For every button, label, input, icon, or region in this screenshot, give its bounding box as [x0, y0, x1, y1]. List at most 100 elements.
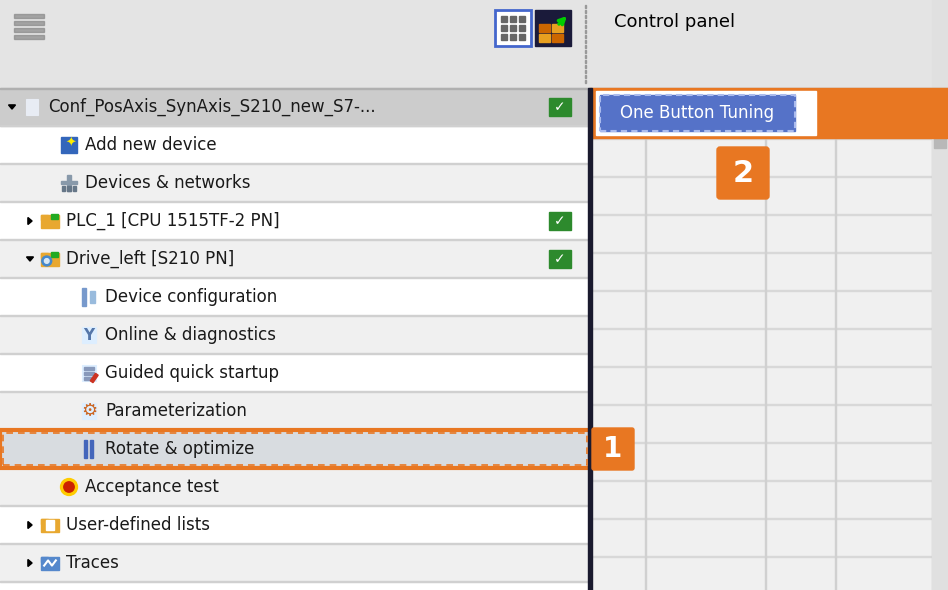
Text: Devices & networks: Devices & networks — [85, 174, 250, 192]
Bar — [41, 253, 48, 258]
Polygon shape — [9, 105, 15, 109]
Bar — [14, 14, 44, 18]
Bar — [585, 30, 587, 33]
Bar — [590, 556, 948, 557]
Text: Add new device: Add new device — [85, 136, 217, 154]
Bar — [0, 391, 590, 392]
Text: One Button Tuning: One Button Tuning — [620, 104, 775, 122]
Bar — [590, 88, 948, 138]
Bar — [0, 354, 590, 392]
Bar — [0, 353, 590, 354]
FancyBboxPatch shape — [717, 147, 769, 199]
Bar — [41, 557, 48, 562]
Text: Y: Y — [83, 328, 95, 343]
Bar — [590, 518, 948, 519]
Circle shape — [42, 256, 52, 266]
Text: Acceptance test: Acceptance test — [85, 478, 219, 496]
Text: ⚙: ⚙ — [81, 402, 97, 420]
Bar — [82, 365, 96, 382]
Text: ✦: ✦ — [65, 136, 76, 149]
Bar — [510, 25, 516, 31]
Bar — [51, 252, 59, 257]
Bar — [645, 88, 646, 590]
Bar — [82, 288, 86, 306]
Bar — [596, 91, 816, 135]
Bar — [535, 10, 571, 46]
Bar — [46, 520, 54, 530]
Bar — [90, 440, 93, 458]
Bar — [0, 164, 590, 202]
Bar — [41, 556, 59, 569]
Bar — [0, 277, 590, 278]
Bar — [41, 215, 48, 219]
Bar — [585, 35, 587, 38]
Bar — [90, 291, 96, 303]
Bar — [41, 215, 59, 228]
Bar — [585, 40, 587, 43]
Text: Guided quick startup: Guided quick startup — [105, 364, 279, 382]
Polygon shape — [27, 257, 33, 261]
Bar — [0, 239, 590, 240]
Text: User-defined lists: User-defined lists — [66, 516, 210, 534]
Bar — [590, 214, 948, 215]
Text: ✓: ✓ — [555, 214, 566, 228]
Text: Control panel: Control panel — [614, 13, 736, 31]
Bar — [14, 21, 44, 25]
Bar — [41, 519, 48, 524]
Bar — [3, 433, 587, 465]
Bar — [0, 0, 948, 88]
Bar — [0, 202, 590, 240]
Bar — [932, 88, 933, 590]
Text: 1: 1 — [603, 435, 623, 463]
Bar — [501, 16, 507, 22]
Bar — [0, 240, 590, 278]
Bar — [14, 35, 44, 39]
Bar — [590, 442, 948, 443]
Bar — [765, 88, 766, 590]
Bar — [0, 543, 590, 544]
Bar — [73, 186, 77, 191]
Bar — [0, 88, 590, 126]
Bar — [585, 50, 587, 53]
Bar — [590, 404, 948, 405]
Bar — [539, 34, 550, 42]
Bar — [590, 480, 948, 481]
Bar — [83, 372, 94, 375]
Bar — [83, 440, 87, 458]
Text: Rotate & optimize: Rotate & optimize — [105, 440, 254, 458]
Bar — [0, 201, 590, 202]
Bar — [62, 137, 77, 153]
Text: Parameterization: Parameterization — [105, 402, 246, 420]
Bar — [0, 430, 590, 468]
Bar — [10, 10, 48, 48]
Bar — [0, 163, 590, 164]
Bar — [501, 25, 507, 31]
Bar — [585, 55, 587, 58]
Bar — [82, 326, 96, 343]
Bar — [0, 316, 590, 354]
Bar — [62, 186, 64, 191]
Bar — [549, 250, 571, 268]
Bar — [835, 88, 836, 590]
Bar — [67, 186, 70, 191]
Bar — [549, 98, 571, 116]
Bar — [585, 70, 587, 73]
Bar — [41, 253, 59, 266]
Bar — [0, 392, 590, 430]
Text: PLC_1 [CPU 1515TF-2 PN]: PLC_1 [CPU 1515TF-2 PN] — [66, 212, 280, 230]
Bar — [585, 45, 587, 48]
Bar — [51, 214, 59, 219]
Bar — [501, 34, 507, 40]
Bar — [510, 16, 516, 22]
Bar — [590, 252, 948, 253]
Bar — [0, 125, 590, 126]
Bar — [539, 24, 550, 32]
Bar — [0, 429, 590, 430]
Bar — [585, 80, 587, 83]
Bar — [0, 87, 948, 89]
Bar — [27, 99, 38, 115]
Bar — [590, 138, 948, 139]
Bar — [0, 88, 590, 126]
Bar — [14, 28, 44, 32]
Bar — [90, 373, 99, 383]
